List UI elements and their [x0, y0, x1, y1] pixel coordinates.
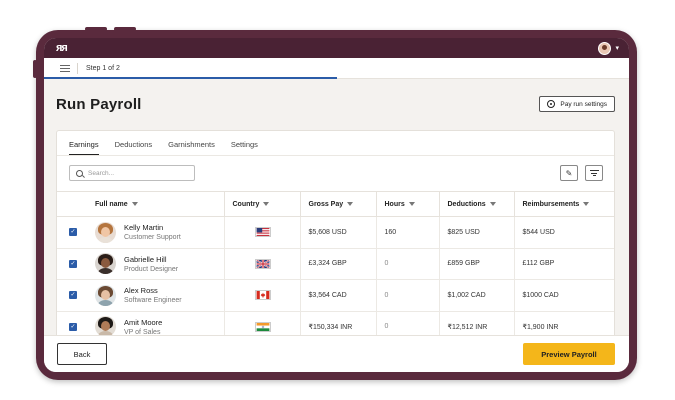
app-bar: ᴙᴙ ▾: [44, 38, 629, 58]
reimbursements-cell: ₹1,900 INR: [513, 311, 614, 339]
avatar: [95, 221, 116, 243]
reimbursements-cell: $544 USD: [513, 216, 614, 249]
search-input[interactable]: [88, 169, 188, 177]
deductions-cell: £859 GBP: [438, 248, 514, 280]
tabs-divider: [57, 155, 614, 156]
employee-role: Product Designer: [124, 265, 179, 273]
tab-bar: Earnings Deductions Garnishments Setting…: [69, 140, 258, 155]
avatar: [95, 284, 116, 306]
header-select: [57, 191, 87, 217]
logo-icon[interactable]: ᴙᴙ: [56, 42, 68, 54]
back-button[interactable]: Back: [57, 343, 107, 365]
hours-cell[interactable]: 160: [375, 216, 439, 249]
employee-name: Kelly Martin: [124, 223, 164, 233]
pay-run-settings-button[interactable]: Pay run settings: [539, 96, 615, 112]
chevron-down-icon[interactable]: ▾: [615, 45, 619, 52]
sort-icon[interactable]: [408, 201, 415, 206]
app-screen: ᴙᴙ ▾ Step 1 of 2 Run Payroll Pay run set…: [44, 38, 629, 372]
page-title: Run Payroll: [56, 96, 142, 113]
sort-icon[interactable]: [489, 201, 496, 206]
table-row[interactable]: ✓ Amit Moore VP of Sales: [57, 311, 614, 339]
gross-pay-cell: $5,608 USD: [299, 216, 376, 249]
tab-garnishments[interactable]: Garnishments: [168, 140, 215, 149]
gear-icon: [547, 100, 556, 108]
tablet-side-button: [33, 60, 37, 78]
header-gross-pay[interactable]: Gross Pay: [299, 191, 376, 217]
reimbursements-cell: £112 GBP: [513, 248, 614, 280]
tab-deductions[interactable]: Deductions: [114, 140, 153, 149]
india-flag-icon: [254, 321, 271, 332]
filter-icon: [589, 170, 599, 176]
employee-role: VP of Sales: [124, 328, 161, 336]
table-row[interactable]: ✓ Alex Ross Software Engineer: [57, 279, 614, 312]
preview-payroll-button[interactable]: Preview Payroll: [523, 343, 615, 365]
tab-settings[interactable]: Settings: [230, 140, 258, 149]
step-indicator: Step 1 of 2: [86, 64, 120, 72]
footer-bar: Back Preview Payroll: [44, 335, 629, 372]
avatar: [95, 253, 116, 275]
employee-role: Customer Support: [124, 234, 181, 242]
uk-flag-icon: [254, 258, 271, 269]
header-full-name[interactable]: Full name: [87, 191, 224, 217]
row-checkbox[interactable]: ✓: [69, 259, 77, 268]
menu-icon[interactable]: [60, 64, 70, 72]
header-reimbursements[interactable]: Reimbursements: [513, 191, 614, 217]
search-box[interactable]: [69, 165, 195, 181]
hours-cell[interactable]: 0: [375, 279, 439, 312]
avatar: [95, 316, 116, 338]
header-hours[interactable]: Hours: [375, 191, 439, 217]
deductions-cell: $1,002 CAD: [438, 279, 514, 312]
employee-role: Software Engineer: [124, 297, 182, 305]
sort-icon[interactable]: [347, 201, 354, 206]
divider: [77, 62, 78, 74]
row-checkbox[interactable]: ✓: [69, 228, 77, 237]
table-row[interactable]: ✓ Gabrielle Hill Product Designer: [57, 248, 614, 280]
deductions-cell: $825 USD: [438, 216, 514, 249]
employee-name: Alex Ross: [124, 286, 158, 296]
pay-run-settings-label: Pay run settings: [560, 100, 607, 108]
table-row[interactable]: ✓ Kelly Martin Customer Support: [57, 216, 614, 249]
tab-earnings[interactable]: Earnings: [69, 140, 99, 155]
reimbursements-cell: $1000 CAD: [513, 279, 614, 312]
employee-name: Amit Moore: [124, 317, 163, 327]
filter-button[interactable]: [585, 165, 603, 181]
avatar[interactable]: [598, 41, 612, 55]
payroll-card: Earnings Deductions Garnishments Setting…: [56, 130, 615, 340]
edit-button[interactable]: ✎: [560, 165, 578, 181]
table-header-row: Full name Country Gross Pay Hours Deduct…: [57, 191, 614, 217]
header-country[interactable]: Country: [223, 191, 300, 217]
pencil-icon: ✎: [565, 168, 573, 178]
sort-icon[interactable]: [583, 201, 590, 206]
header-deductions[interactable]: Deductions: [438, 191, 514, 217]
row-checkbox[interactable]: ✓: [69, 291, 77, 300]
employee-name: Gabrielle Hill: [124, 254, 167, 264]
gross-pay-cell: ₹150,334 INR: [299, 311, 376, 339]
step-progress-bar: [44, 77, 337, 79]
hours-cell[interactable]: 0: [375, 311, 439, 339]
account-menu[interactable]: ▾: [598, 41, 619, 55]
sort-icon[interactable]: [263, 201, 270, 206]
sort-icon[interactable]: [131, 201, 138, 206]
gross-pay-cell: £3,324 GBP: [299, 248, 376, 280]
row-checkbox[interactable]: ✓: [69, 322, 77, 331]
payroll-table: Full name Country Gross Pay Hours Deduct…: [57, 191, 614, 339]
step-bar: Step 1 of 2: [44, 58, 629, 79]
us-flag-icon: [254, 227, 271, 238]
tablet-button: [114, 27, 136, 31]
tablet-button: [85, 27, 107, 31]
canada-flag-icon: [254, 290, 271, 301]
search-icon: [76, 169, 83, 177]
gross-pay-cell: $3,564 CAD: [299, 279, 376, 312]
hours-cell[interactable]: 0: [375, 248, 439, 280]
deductions-cell: ₹12,512 INR: [438, 311, 514, 339]
